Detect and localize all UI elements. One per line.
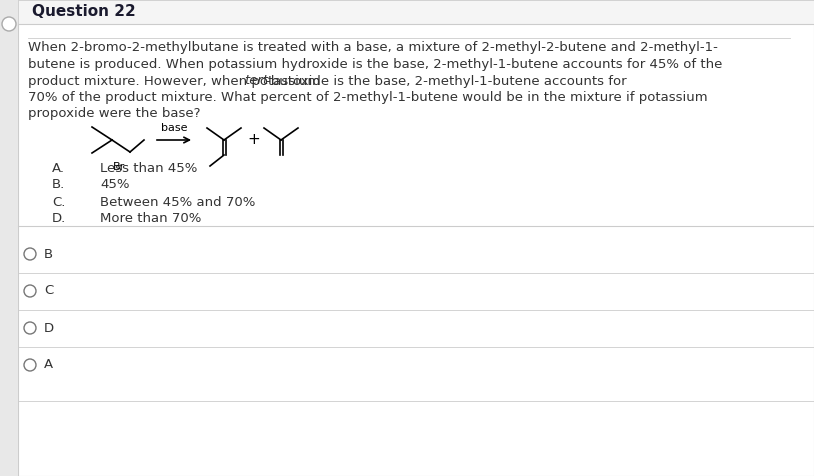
Text: Between 45% and 70%: Between 45% and 70%: [100, 196, 256, 208]
Text: base: base: [160, 123, 187, 133]
Text: C: C: [44, 285, 53, 298]
Text: When 2-bromo-2-methylbutane is treated with a base, a mixture of 2-methyl-2-bute: When 2-bromo-2-methylbutane is treated w…: [28, 41, 718, 54]
Circle shape: [2, 17, 16, 31]
Circle shape: [24, 248, 36, 260]
Text: Br: Br: [113, 162, 125, 172]
Text: More than 70%: More than 70%: [100, 212, 201, 226]
Text: D: D: [44, 321, 54, 335]
Text: A.: A.: [52, 161, 65, 175]
Text: propoxide were the base?: propoxide were the base?: [28, 108, 200, 120]
Text: Less than 45%: Less than 45%: [100, 161, 197, 175]
Text: 45%: 45%: [100, 178, 129, 191]
Circle shape: [24, 285, 36, 297]
Text: -butoxide is the base, 2-methyl-1-butene accounts for: -butoxide is the base, 2-methyl-1-butene…: [265, 75, 626, 88]
Text: B: B: [44, 248, 53, 260]
Text: product mixture. However, when potassium: product mixture. However, when potassium: [28, 75, 325, 88]
Text: tert: tert: [244, 75, 269, 88]
Text: C.: C.: [52, 196, 65, 208]
Bar: [18, 0, 814, 24]
Bar: [0, 0, 18, 476]
Text: +: +: [247, 132, 260, 148]
Circle shape: [24, 359, 36, 371]
Circle shape: [24, 322, 36, 334]
Text: D.: D.: [52, 212, 66, 226]
Text: A: A: [44, 358, 53, 371]
Text: B.: B.: [52, 178, 65, 191]
Text: butene is produced. When potassium hydroxide is the base, 2-methyl-1-butene acco: butene is produced. When potassium hydro…: [28, 58, 722, 71]
Text: Question 22: Question 22: [32, 4, 136, 20]
Text: 70% of the product mixture. What percent of 2-methyl-1-butene would be in the mi: 70% of the product mixture. What percent…: [28, 91, 707, 104]
